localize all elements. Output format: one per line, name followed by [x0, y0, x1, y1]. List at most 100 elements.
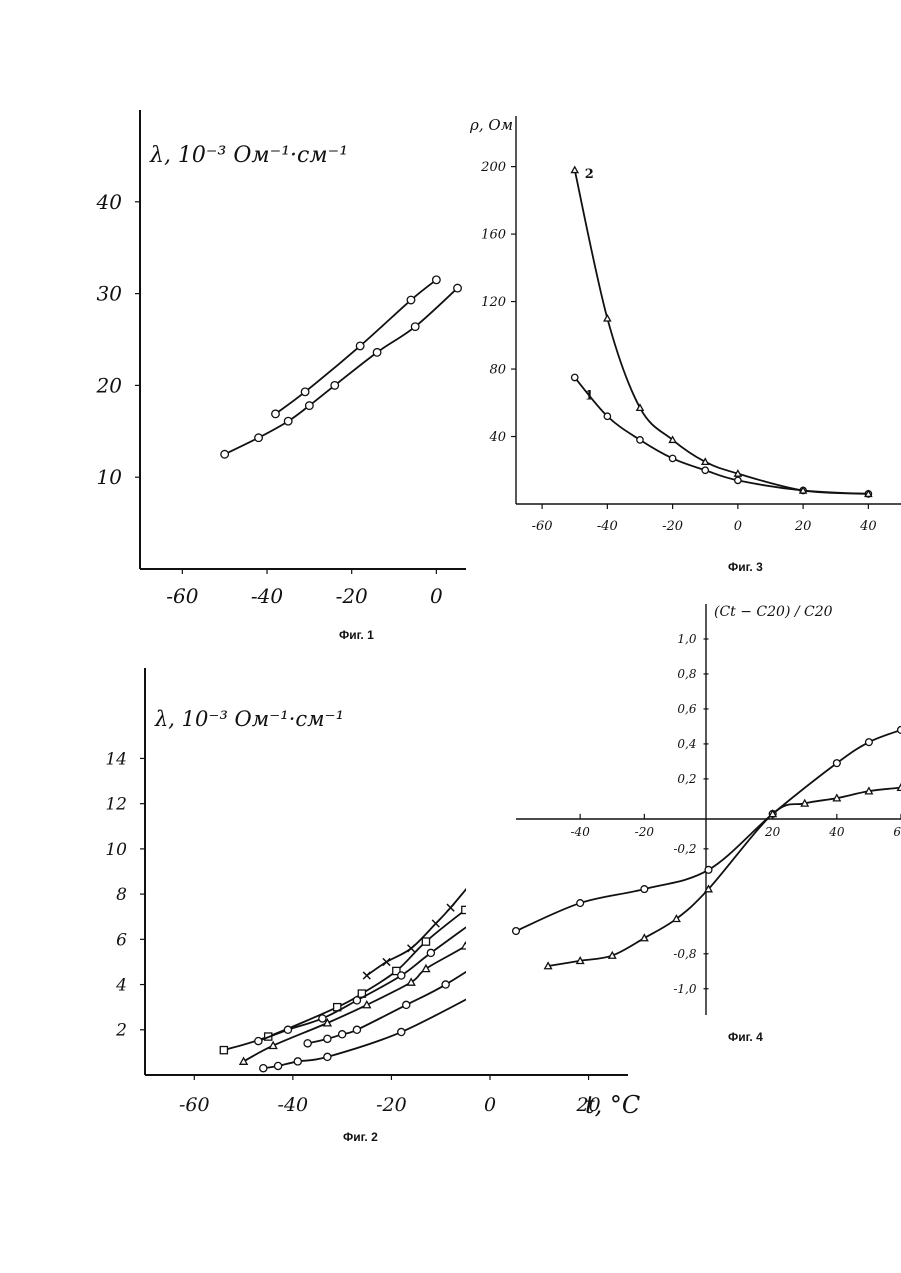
fig2-series-1-point: [383, 958, 390, 965]
fig2-series-3-point: [319, 1015, 326, 1022]
fig1-series-1-line: [225, 288, 458, 454]
fig4-caption: Фиг. 4: [728, 1030, 763, 1044]
fig4-tick-labels: -1,0-0,8-0,20,20,40,60,81,0-40-20204060: [571, 632, 901, 996]
fig2-series-3-point: [284, 1026, 291, 1033]
fig2-series-3-point: [353, 997, 360, 1004]
fig2-series-2-point: [220, 1047, 227, 1054]
fig4-series-2-point: [545, 963, 552, 969]
fig3-ytick-label: 40: [488, 430, 506, 445]
fig4-series-2-point: [833, 795, 840, 801]
fig2-series-2-point: [511, 870, 518, 877]
fig1-series-2-point: [407, 296, 415, 304]
fig1-ytick-label: 40: [96, 190, 123, 214]
fig4-xtick-label: -40: [571, 825, 591, 839]
fig2-series-1-point: [511, 845, 518, 852]
fig2-series-6-point: [486, 983, 493, 990]
fig2-xtick-label: -40: [278, 1094, 309, 1116]
fig3-xtick-label: 20: [794, 519, 812, 534]
fig2-xtick-label: 0: [484, 1094, 496, 1116]
fig3-series-1-point: [669, 455, 675, 461]
fig3-series-2-point: [735, 470, 741, 476]
fig1-tick-labels: 10203040-60-40-200: [96, 190, 443, 608]
fig2-xtick-label: 20: [575, 1094, 600, 1116]
fig3-series-2-line: [575, 170, 869, 494]
fig4-series-2-point: [866, 788, 873, 794]
fig2-series-4-point: [240, 1058, 247, 1064]
fig2-series-5-point: [324, 1035, 331, 1042]
fig1-ytick-label: 20: [96, 373, 123, 397]
fig4-ytick-label: 1,0: [677, 632, 696, 646]
fig3-series-1-point: [572, 374, 578, 380]
fig2-ylabel: λ, 10⁻³ Ом⁻¹·см⁻¹: [154, 707, 344, 731]
fig4-ytick-label: -0,8: [673, 947, 697, 961]
fig1-xtick-label: -20: [336, 584, 368, 608]
fig3-ylabel: ρ, Ом: [469, 116, 513, 134]
fig3-series-1-line: [575, 377, 869, 493]
fig3-xtick-label: 40: [859, 519, 877, 534]
fig1-series-2-point: [356, 342, 364, 350]
fig1-series-1-point: [284, 417, 292, 425]
fig2-caption: Фиг. 2: [343, 1130, 378, 1144]
fig2-series-4-point: [270, 1042, 277, 1048]
fig2-series-5-point: [353, 1026, 360, 1033]
fig4-ytick-label: 0,6: [677, 702, 696, 716]
fig2-series-1-point: [432, 920, 439, 927]
fig4-series-1-point: [833, 760, 840, 767]
fig1-ylabel: λ, 10⁻³ Ом⁻¹·см⁻¹: [149, 143, 348, 168]
fig2-series-1-point: [486, 859, 493, 866]
fig2-series-5-point: [339, 1031, 346, 1038]
fig2-tick-labels: 2468101214-60-40-20020: [105, 749, 600, 1116]
fig3-xtick-label: -40: [597, 519, 618, 534]
fig2-marks: [220, 845, 518, 1072]
fig2-panel: λ, 10⁻³ Ом⁻¹·см⁻¹ t, °C Фиг. 2 246810121…: [105, 668, 640, 1144]
fig3-series-1-label: 1: [585, 388, 594, 403]
fig1-series-2-point: [301, 388, 309, 396]
fig4-series-1-point: [705, 866, 712, 873]
fig4-ylabel: (Ct − C20) / C20: [714, 604, 833, 620]
fig2-ytick-label: 12: [105, 795, 127, 815]
fig4-ytick-label: -1,0: [673, 982, 697, 996]
fig2-series-6-point: [324, 1053, 331, 1060]
fig1-series-1-point: [306, 402, 314, 410]
fig1-series-1-point: [454, 284, 462, 292]
fig4-series-2-point: [641, 935, 648, 941]
fig2-series-3-point: [398, 972, 405, 979]
fig2-series-6-point: [398, 1028, 405, 1035]
fig4-series-1-point: [898, 727, 901, 734]
fig2-series-1-point: [408, 945, 415, 952]
fig3-series-1-point: [735, 477, 741, 483]
fig4-ytick-label: -0,2: [673, 842, 696, 856]
fig4-xtick-label: -20: [635, 825, 655, 839]
fig4-xtick-label: 20: [764, 825, 781, 839]
fig4-series-1-point: [641, 886, 648, 893]
fig3-ytick-label: 200: [480, 160, 506, 175]
fig4-panel: (Ct − C20) / C20 Фиг. 4 -1,0 -0,8 -0,2 0,2 0…: [513, 604, 901, 1044]
fig4-ytick-label: 0,2: [677, 772, 696, 786]
fig2-series-1-point: [363, 972, 370, 979]
fig3-tick-labels: 4080120160200-60-40-2002040: [480, 160, 876, 534]
fig2-series-1-point: [447, 904, 454, 911]
fig3-panel: ρ, Ом Фиг. 3 4080120160200-60-40-2002040…: [469, 116, 901, 574]
fig2-ytick-label: 10: [105, 840, 127, 860]
fig4-ylabel-text: (Ct − C20) / C20: [714, 604, 833, 620]
fig1-series-1-point: [255, 434, 263, 442]
fig4-series-1-point: [513, 928, 520, 935]
fig1-xtick-label: 0: [430, 584, 443, 608]
fig2-series-6-point: [294, 1058, 301, 1065]
fig3-xtick-label: 0: [734, 519, 742, 534]
fig1-series-1-point: [373, 349, 381, 357]
fig4-xtick-label: 60: [893, 825, 901, 839]
fig3-series-2-label: 2: [585, 167, 594, 182]
fig2-xtick-label: -60: [179, 1094, 210, 1116]
fig2-ytick-label: 6: [116, 930, 127, 950]
fig3-caption: Фиг. 3: [728, 560, 763, 574]
fig3-series-1-point: [702, 467, 708, 473]
fig2-series-2-point: [462, 906, 469, 913]
fig3-marks: 12: [572, 167, 872, 497]
fig1-series-1-point: [411, 323, 419, 331]
fig3-ytick-label: 80: [489, 363, 506, 378]
fig4-ytick-label: 0,8: [677, 667, 696, 681]
fig2-series-2-point: [422, 938, 429, 945]
fig2-series-1-line: [367, 849, 515, 976]
